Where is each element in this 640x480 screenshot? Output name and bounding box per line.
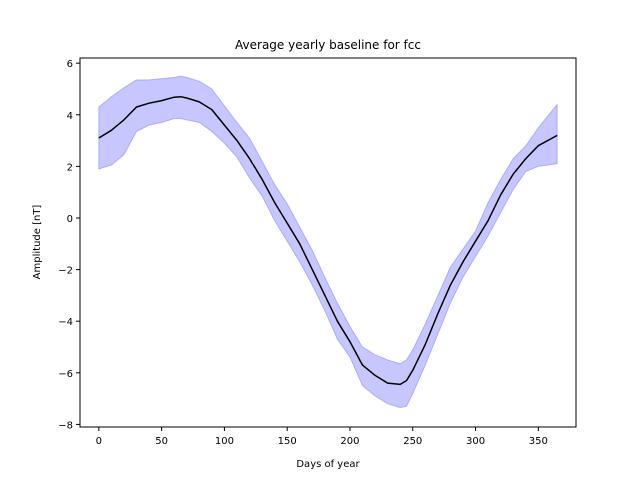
plot-area [98,75,558,409]
uncertainty-band [98,75,558,409]
x-axis: 0 50 100 150 200 250 300 350 [96,427,548,447]
y-tick-label: −4 [58,317,73,328]
x-tick-label: 350 [529,436,548,447]
y-tick-label: −8 [58,420,73,431]
x-tick-label: 250 [403,436,422,447]
y-tick-label: −2 [58,266,73,277]
chart-title: Average yearly baseline for fcc [235,38,421,52]
x-tick-label: 200 [340,436,359,447]
y-tick-label: −6 [58,369,73,380]
x-tick-label: 0 [96,436,102,447]
y-tick-label: 4 [67,111,73,122]
x-tick-label: 150 [278,436,297,447]
x-tick-label: 300 [466,436,485,447]
y-tick-label: 2 [67,162,73,173]
axes-frame [79,57,577,428]
x-tick-label: 100 [215,436,234,447]
mean-line [98,95,558,386]
y-axis-label: Amplitude [nT] [32,205,43,280]
y-axis: −8 −6 −4 −2 0 2 4 6 [58,59,80,431]
y-tick-label: 6 [67,59,73,70]
x-tick-label: 50 [155,436,168,447]
y-tick-label: 0 [67,214,73,225]
x-axis-label: Days of year [296,459,360,470]
